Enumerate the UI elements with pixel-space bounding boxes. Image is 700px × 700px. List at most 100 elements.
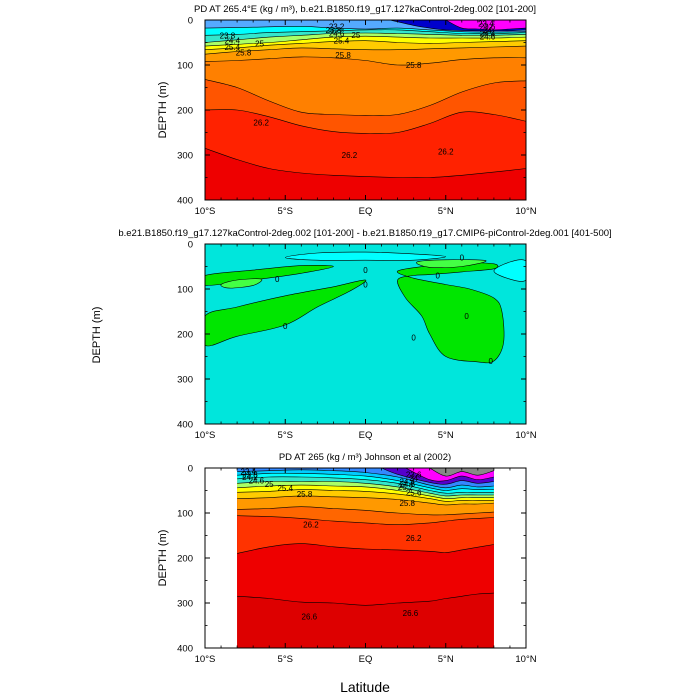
panel3-x-tick-label: 10°N: [515, 654, 536, 665]
panel3-contour-label: 24.6: [399, 480, 415, 489]
panel1-contour-label: 23.2: [329, 22, 345, 31]
panel3-x-tick-label: EQ: [359, 654, 373, 665]
panel3-y-tick-label: 400: [177, 644, 193, 655]
panel2-title: b.e21.B1850.f19_g17.127kaControl-2deg.00…: [118, 228, 611, 239]
panel3-ylabel: DEPTH (m): [157, 530, 169, 587]
panel2-contour-label: 0: [363, 266, 368, 275]
panel1-contour-label: 23.6: [480, 22, 496, 31]
panel1-contour-25.8: [205, 45, 526, 55]
panel3-y-tick-label: 100: [177, 509, 193, 520]
panel3-contour-25.4: [237, 489, 494, 502]
panel3-contour-label: 25.8: [297, 490, 313, 499]
panel2-region-6: [416, 259, 487, 269]
panel2-x-tick-label: 5°S: [278, 430, 293, 441]
panel3-contour-22.6: [429, 468, 494, 477]
panel1-y-tick-label: 200: [177, 106, 193, 117]
panel1-contour-26.2: [205, 79, 526, 116]
panel3-contour-label: 26.6: [403, 609, 419, 618]
panel1-contour-label: 23.8: [220, 31, 236, 40]
panel2-ylabel: DEPTH (m): [91, 307, 103, 364]
panel1-contour-label: 25.4: [224, 43, 240, 52]
panel3-contour-label: 26.2: [303, 520, 319, 529]
panel1-contour-label: 23.4: [478, 20, 494, 29]
panel2-y-tick-label: 300: [177, 375, 193, 386]
panel1-contour-23.8: [205, 29, 526, 36]
panel1-contour-23.2: [205, 25, 526, 33]
panel1-y-tick-label: 0: [188, 16, 193, 27]
panel1-contour-label: 26.2: [253, 119, 269, 128]
panel3-contour-label: 26.2: [406, 534, 422, 543]
panel3-contour-label: 25.8: [399, 499, 415, 508]
panel2-x-tick-label: 10°N: [515, 430, 536, 441]
panel2-x-tick-label: 10°S: [195, 430, 216, 441]
panel1-contour-label: 24.4: [224, 37, 240, 46]
panel2-region-0: [284, 251, 447, 261]
panel3-contour-label: 23.8: [242, 470, 258, 479]
panel2-region-4: [220, 278, 263, 289]
panel3-contour-23.4: [237, 469, 494, 489]
panel1-contour-label: 25: [351, 31, 360, 40]
panel1-contour-label: 23.8: [326, 26, 342, 35]
panel2-x-tick-label: EQ: [359, 430, 373, 441]
panel2-contour-label: 0: [488, 357, 493, 366]
panel3-contour-23.8: [237, 472, 494, 491]
panel3-contour-26.2: [237, 515, 494, 526]
panel1-y-tick-label: 100: [177, 61, 193, 72]
panel3-contour-label: 25.2: [398, 483, 414, 492]
panel1-y-tick-label: 400: [177, 196, 193, 207]
panel2-region-2: [396, 262, 505, 364]
panel2-contour-label: 0: [435, 272, 440, 281]
panel3-contour-label: 24.2: [242, 473, 258, 482]
panel2-plot: 0 0 0 0 0 0 0 0 0 10°S 5°S EQ 5°N 10°N 0 100 200 300 400: [177, 240, 537, 442]
panel1-contour-label: 24: [483, 26, 492, 35]
panel2-contour-label: 0: [283, 322, 288, 331]
panel1-x-tick-label: 5°N: [438, 206, 454, 217]
panel1-x-tick-label: 10°S: [195, 206, 216, 217]
panel3-contour-25.8: [237, 495, 494, 506]
panel1-contour-22.8: [389, 20, 526, 32]
panel3-contour-label: 25: [265, 480, 274, 489]
panel1-contour-label: 25.8: [406, 61, 422, 70]
panel1-contour-label: 24.4: [480, 30, 496, 39]
panel1-contour-label: 25.8: [335, 51, 351, 60]
panel1-contour-24.4: [205, 32, 526, 43]
panel3-contour-26.4: [237, 543, 494, 554]
panel3-plot: 23.423.824.224.6 25 25.425.826.226.223.624…: [177, 464, 537, 666]
panel1-title: PD AT 265.4°E (kg / m³), b.e21.B1850.f19…: [194, 4, 536, 15]
panel1-ylabel: DEPTH (m): [157, 82, 169, 139]
panel1-contour-label: 24.6: [480, 33, 496, 42]
panel3-x-tick-label: 10°S: [195, 654, 216, 665]
panel3-y-tick-label: 300: [177, 599, 193, 610]
panel3-x-tick-label: 5°N: [438, 654, 454, 665]
panel3-y-tick-label: 200: [177, 554, 193, 565]
panel2-contour-label: 0: [411, 334, 416, 343]
panel2-contour-label: 0: [464, 312, 469, 321]
panel3-contour-22.8: [405, 468, 494, 482]
x-axis-label: Latitude: [340, 679, 390, 695]
panel1-contour-25.4: [205, 40, 526, 50]
panel3-contour-23: [381, 468, 494, 485]
panel3-x-tick-label: 5°S: [278, 654, 293, 665]
panel1-band-22.6: [445, 20, 526, 30]
panel1-contour-label: 26.2: [342, 151, 358, 160]
panel2-x-tick-label: 5°N: [438, 430, 454, 441]
panel1-x-tick-label: EQ: [359, 206, 373, 217]
panel3-contour-label: 23.6: [406, 470, 422, 479]
panel3-y-tick-label: 0: [188, 464, 193, 475]
panel3-contour-label: 24.4: [399, 478, 415, 487]
panel3-contour-label: 23.4: [241, 468, 257, 477]
panel3-contour-label: 24.6: [249, 477, 265, 486]
panel3-contour-label: 24: [409, 474, 418, 483]
panel1-contour-label: 24.6: [329, 30, 345, 39]
panel1-contour-25: [205, 35, 526, 47]
panel3-contour-26: [237, 506, 494, 516]
panel1-contour-26: [205, 56, 526, 66]
panel2-region-1: [493, 259, 526, 282]
panel2-contour-label: 0: [275, 275, 280, 284]
panel3-contour-label: 25.6: [406, 488, 422, 497]
panel2-contour-label: 0: [363, 281, 368, 290]
panel3-contour-24.6: [237, 481, 494, 497]
panel1-x-tick-label: 10°N: [515, 206, 536, 217]
panel2-y-tick-label: 0: [188, 240, 193, 251]
